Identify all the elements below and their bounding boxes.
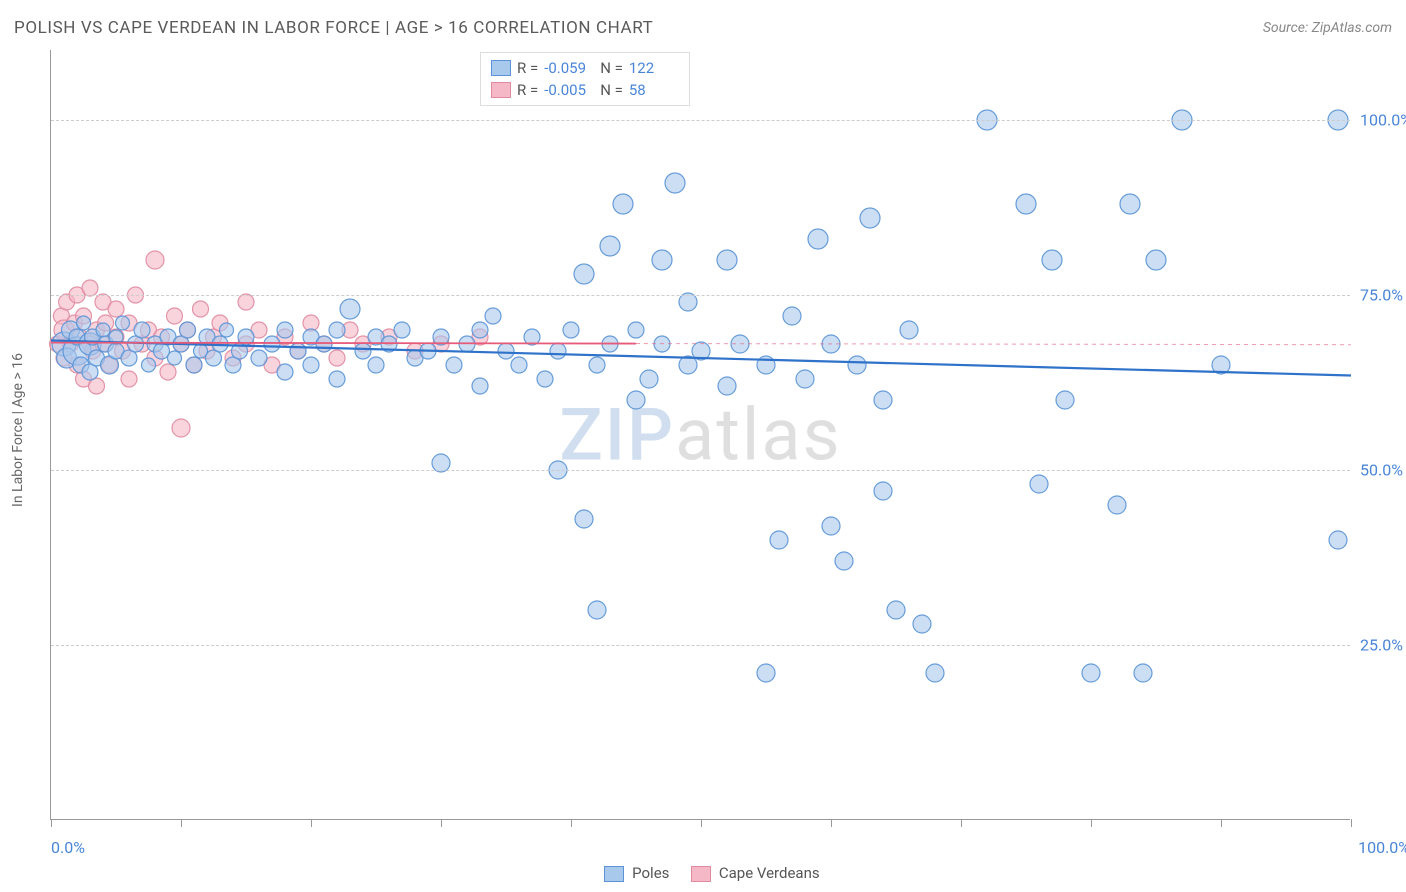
swatch-cape [491, 82, 511, 98]
legend-row-cape: R = -0.005 N = 58 [491, 79, 679, 101]
poles-r-value: -0.059 [544, 59, 594, 77]
n-label: N = [600, 81, 623, 99]
correlation-legend: R = -0.059 N = 122 R = -0.005 N = 58 [480, 52, 690, 106]
x-tick [961, 819, 962, 827]
x-tick [1351, 819, 1352, 827]
poles-n-value: 122 [629, 59, 679, 77]
y-axis-label: In Labor Force | Age > 16 [10, 353, 26, 507]
gridline [51, 470, 1350, 471]
plot-svg [51, 50, 1351, 820]
cape-n-value: 58 [629, 81, 679, 99]
series-legend: Poles Cape Verdeans [0, 864, 1406, 882]
x-tick [441, 819, 442, 827]
swatch-poles-bottom [604, 866, 624, 882]
swatch-cape-bottom [691, 866, 711, 882]
gridline [51, 120, 1350, 121]
n-label: N = [600, 59, 623, 77]
x-tick-label: 0.0% [51, 838, 85, 857]
x-tick-label: 100.0% [1358, 838, 1406, 857]
r-label: R = [517, 81, 538, 99]
x-tick [1221, 819, 1222, 827]
x-tick [1091, 819, 1092, 827]
r-label: R = [517, 59, 538, 77]
gridline [51, 295, 1350, 296]
cape-r-value: -0.005 [544, 81, 594, 99]
y-tick-label: 50.0% [1360, 461, 1406, 480]
chart-title: POLISH VS CAPE VERDEAN IN LABOR FORCE | … [14, 18, 653, 38]
x-tick [311, 819, 312, 827]
x-tick [701, 819, 702, 827]
x-tick [181, 819, 182, 827]
poles-label: Poles [632, 864, 669, 882]
y-tick-label: 75.0% [1360, 286, 1406, 305]
x-tick [51, 819, 52, 827]
y-tick-label: 100.0% [1360, 111, 1406, 130]
x-tick [571, 819, 572, 827]
x-tick [831, 819, 832, 827]
source-attribution: Source: ZipAtlas.com [1263, 20, 1392, 36]
y-tick-label: 25.0% [1360, 636, 1406, 655]
legend-row-poles: R = -0.059 N = 122 [491, 57, 679, 79]
scatter-plot: ZIPatlas 25.0%50.0%75.0%100.0%0.0%100.0% [50, 50, 1350, 820]
swatch-poles [491, 60, 511, 76]
cape-label: Cape Verdeans [719, 864, 820, 882]
gridline [51, 645, 1350, 646]
